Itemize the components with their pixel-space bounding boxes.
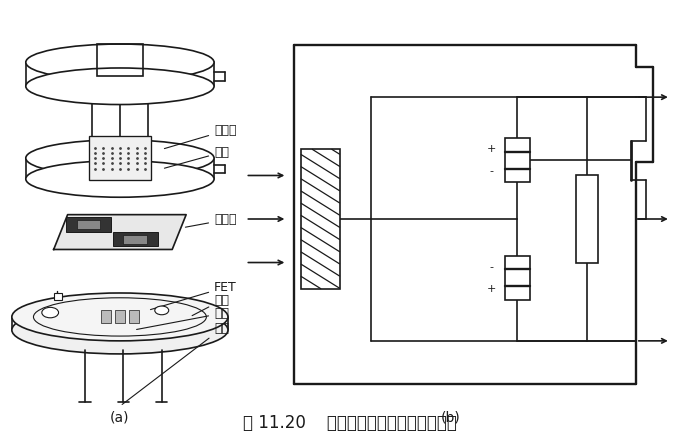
Bar bbox=[301, 149, 340, 289]
FancyBboxPatch shape bbox=[66, 217, 111, 232]
Text: +: + bbox=[486, 145, 496, 154]
Ellipse shape bbox=[26, 44, 214, 81]
Text: 敏感元: 敏感元 bbox=[186, 213, 237, 227]
Text: -: - bbox=[489, 166, 493, 176]
FancyBboxPatch shape bbox=[54, 293, 62, 300]
Text: 高阻: 高阻 bbox=[136, 307, 229, 329]
Bar bbox=[505, 138, 529, 182]
Text: (b): (b) bbox=[441, 410, 461, 424]
Text: FET: FET bbox=[150, 281, 237, 310]
Ellipse shape bbox=[26, 161, 214, 197]
Ellipse shape bbox=[12, 293, 228, 341]
Ellipse shape bbox=[26, 68, 214, 105]
Bar bbox=[505, 256, 529, 300]
Text: 引线: 引线 bbox=[122, 322, 229, 404]
Ellipse shape bbox=[12, 306, 228, 354]
FancyBboxPatch shape bbox=[115, 311, 125, 323]
FancyBboxPatch shape bbox=[129, 311, 139, 323]
FancyBboxPatch shape bbox=[123, 235, 147, 244]
Ellipse shape bbox=[26, 140, 214, 177]
Text: +: + bbox=[486, 284, 496, 293]
FancyBboxPatch shape bbox=[113, 232, 158, 247]
Text: 管帽: 管帽 bbox=[164, 146, 229, 168]
Text: 图 11.20    热释电人体红外传感器的结构: 图 11.20 热释电人体红外传感器的结构 bbox=[243, 414, 457, 432]
Circle shape bbox=[42, 307, 59, 318]
FancyBboxPatch shape bbox=[101, 311, 111, 323]
FancyBboxPatch shape bbox=[88, 136, 151, 180]
Text: 管座: 管座 bbox=[192, 294, 229, 316]
Text: (a): (a) bbox=[110, 410, 130, 424]
Bar bbox=[576, 176, 598, 262]
Text: 滤光片: 滤光片 bbox=[164, 124, 237, 148]
Polygon shape bbox=[54, 215, 186, 250]
FancyBboxPatch shape bbox=[77, 220, 100, 229]
Circle shape bbox=[155, 306, 169, 315]
Text: -: - bbox=[489, 262, 493, 272]
